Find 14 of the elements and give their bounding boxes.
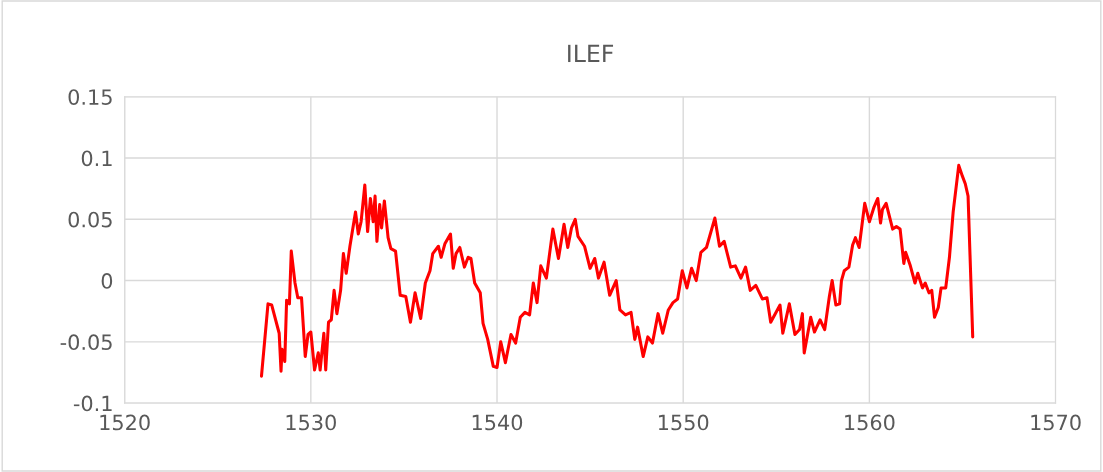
y-tick-label: 0.1 (81, 150, 112, 167)
x-tick-label: 1570 (1031, 414, 1081, 431)
y-tick-label: -0.05 (60, 334, 112, 351)
y-tick-label: 0.15 (68, 89, 112, 105)
x-tick-label: 1520 (100, 414, 150, 431)
x-tick-label: 1550 (658, 414, 709, 431)
x-tick-label: 1540 (472, 414, 523, 431)
y-tick-label: 0.05 (68, 211, 112, 228)
x-tick-label: 1530 (286, 414, 336, 431)
y-tick-label: 0 (101, 273, 113, 289)
line-series (259, 163, 975, 378)
chart-title: ILEF (568, 44, 614, 63)
x-tick-label: 1560 (845, 414, 895, 431)
y-tick-label: -0.1 (73, 395, 112, 412)
